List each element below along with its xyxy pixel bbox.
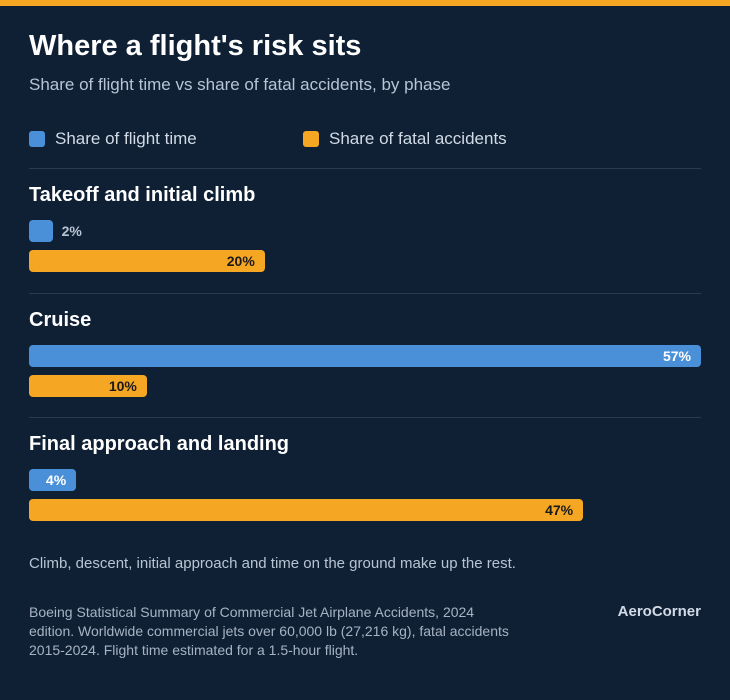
legend-label: Share of flight time [55,129,197,148]
legend-swatch [29,131,45,147]
legend-label: Share of fatal accidents [329,129,507,148]
divider [29,292,701,294]
bar-label: 57% [662,347,691,364]
brand: AeroCorner [617,603,701,620]
legend-swatch [303,131,319,147]
bar-label: 10% [108,377,137,394]
source: Boeing Statistical Summary of Commercial… [29,604,509,658]
note: Climb, descent, initial approach and tim… [29,555,516,572]
group-title: Takeoff and initial climb [29,184,256,206]
divider [29,417,701,418]
bar [29,220,53,242]
group-title: Cruise [29,308,92,331]
bar [29,250,265,272]
chart-subtitle: Share of flight time vs share of fatal a… [29,75,451,94]
bar-label: 2% [61,223,82,239]
divider [29,168,701,169]
bar-label: 20% [226,253,255,269]
group-title: Final approach and landing [29,433,290,455]
bar [29,374,147,397]
bar [29,344,701,367]
bar-label: 4% [45,472,67,488]
top-stripe [0,0,730,6]
bar-label: 47% [545,502,574,518]
bar [29,499,584,521]
chart-title: Where a flight's risk sits [29,30,362,62]
bar [29,469,77,491]
